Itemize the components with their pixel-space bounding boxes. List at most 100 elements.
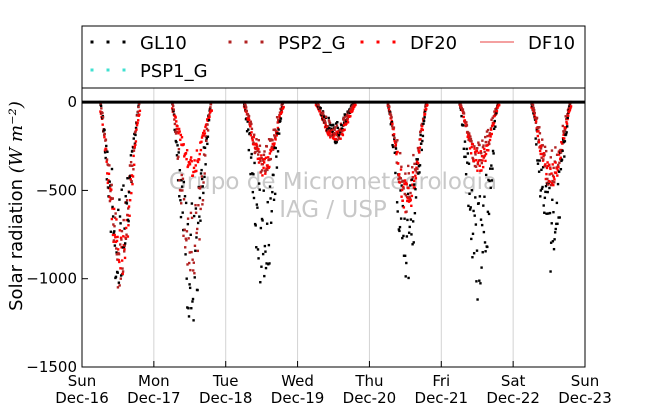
psp2-g-point (396, 139, 399, 142)
psp2-g-point (177, 155, 180, 159)
df20-point (483, 147, 486, 151)
psp2-g-point (190, 216, 194, 220)
psp2-g-point (129, 164, 132, 167)
psp2-g-point (247, 115, 251, 118)
gl10-point (106, 150, 109, 154)
psp2-g-point (346, 117, 350, 120)
psp2-g-point (173, 122, 177, 126)
df20-point (177, 132, 180, 135)
gl10-point (488, 179, 491, 183)
psp2-g-point (193, 272, 196, 275)
df20-point (206, 119, 209, 122)
gl10-point (332, 123, 335, 127)
df20-point (478, 164, 481, 167)
df20-point (210, 109, 213, 112)
psp2-g-point (122, 218, 125, 222)
df20-point (111, 233, 115, 237)
gl10-point (204, 163, 207, 166)
df20-point (544, 177, 548, 181)
gl10-point (134, 126, 138, 130)
df20-point (323, 126, 327, 129)
psp2-g-point (198, 238, 201, 241)
df20-point (196, 159, 199, 162)
gl10-point (482, 230, 486, 234)
gl10-point (414, 196, 418, 199)
psp2-g-point (336, 138, 339, 142)
gl10-point (279, 119, 282, 123)
psp2-g-point (274, 135, 277, 139)
gl10-point (118, 215, 122, 218)
gl10-point (545, 212, 548, 215)
df20-point (189, 158, 192, 162)
df20-point (188, 163, 192, 166)
gl10-point (462, 124, 465, 127)
psp2-g-point (559, 151, 563, 154)
df20-point (471, 143, 475, 146)
psp2-g-point (326, 125, 329, 128)
psp2-g-point (254, 151, 257, 154)
psp2-g-point (394, 145, 397, 148)
gl10-point (406, 192, 410, 196)
df20-point (184, 151, 188, 155)
x-tick-label-day: Tue (212, 372, 239, 390)
df20-point (135, 124, 139, 127)
gl10-point (187, 315, 191, 318)
psp2-g-point (485, 130, 489, 133)
psp2-g-point (549, 156, 552, 159)
gl10-point (275, 155, 278, 158)
gl10-point (175, 140, 178, 144)
gl10-point (565, 125, 569, 128)
psp2-g-point (390, 124, 394, 128)
psp2-g-point (201, 199, 205, 202)
gl10-point (253, 161, 256, 165)
legend: GL10 PSP2_G DF20 DF10 PSP1_G (81, 25, 586, 89)
gl10-point (391, 143, 394, 147)
psp2-g-point (258, 144, 262, 147)
df20-point (113, 233, 116, 237)
df20-point (258, 158, 262, 161)
legend-marker (90, 68, 94, 72)
gl10-point (554, 227, 557, 231)
psp2-g-point (566, 113, 569, 116)
gl10-point (475, 280, 478, 283)
legend-entry-psp2-g: PSP2_G (228, 33, 346, 54)
df20-point (341, 133, 345, 137)
gl10-point (398, 229, 401, 233)
gl10-point (476, 298, 479, 301)
psp2-g-point (209, 103, 213, 106)
psp2-g-point (334, 126, 337, 129)
gl10-point (544, 184, 548, 188)
gl10-point (467, 162, 471, 165)
df20-point (194, 164, 197, 167)
psp2-g-point (323, 119, 327, 123)
gl10-point (468, 192, 471, 195)
psp2-g-point (256, 149, 259, 153)
df20-point (195, 169, 198, 173)
psp2-g-point (182, 198, 186, 201)
gl10-point (178, 195, 181, 198)
df20-point (554, 171, 558, 175)
psp2-g-point (111, 197, 114, 200)
gl10-point (123, 227, 126, 230)
psp2-g-point (335, 124, 339, 127)
df20-point (545, 166, 549, 170)
gl10-point (111, 205, 114, 209)
psp2-g-point (405, 210, 408, 213)
gl10-point (486, 245, 489, 249)
df20-point (346, 121, 350, 124)
df20-point (481, 165, 485, 169)
gl10-point (406, 218, 409, 222)
gl10-point (103, 151, 107, 154)
gl10-point (252, 173, 255, 176)
df20-point (392, 127, 395, 131)
df20-point (346, 118, 349, 121)
gl10-point (257, 182, 261, 185)
df20-point (492, 121, 496, 124)
legend-label: GL10 (140, 33, 187, 54)
df20-point (331, 132, 334, 135)
gl10-point (192, 214, 196, 218)
psp2-g-point (541, 138, 544, 141)
psp2-g-point (185, 230, 189, 233)
df20-point (110, 217, 114, 221)
gl10-point (563, 140, 567, 143)
